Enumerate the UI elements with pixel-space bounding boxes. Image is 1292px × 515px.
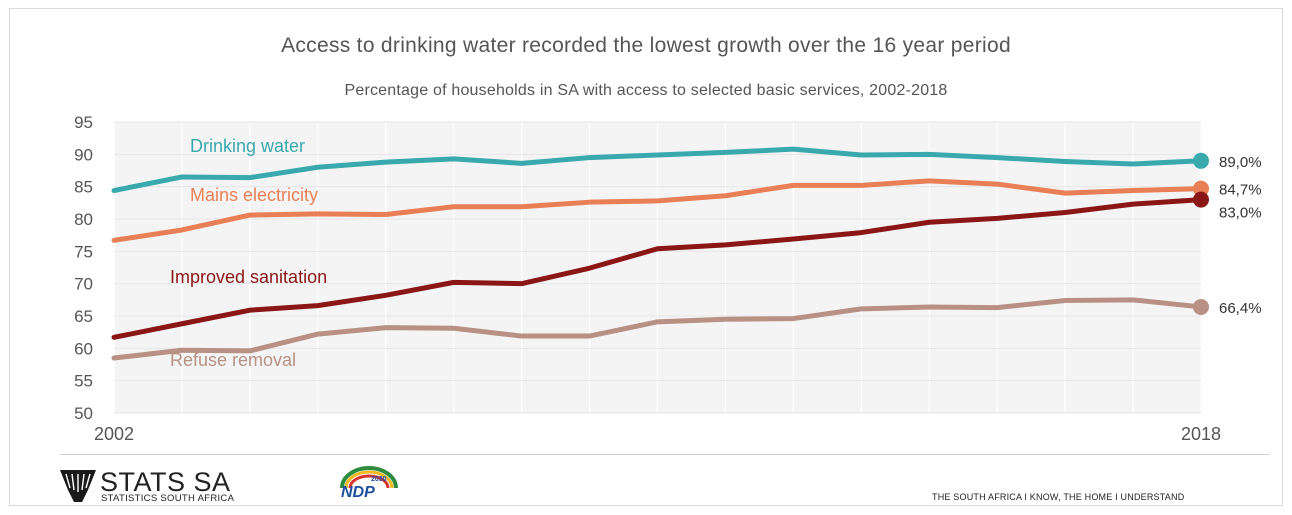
series-end-value-label: 66,4% [1219, 300, 1262, 317]
series-end-value-label: 83,0% [1219, 205, 1262, 222]
org-name: STATS SA [100, 467, 231, 497]
x-axis-ticks: 2002 2018 [94, 424, 1221, 444]
y-tick-label: 85 [74, 178, 93, 197]
series-name-label: Improved sanitation [170, 267, 327, 287]
series-end-point [1193, 152, 1209, 169]
series-end-value-label: 89,0% [1219, 154, 1262, 171]
y-tick-label: 55 [74, 372, 93, 391]
y-axis-ticks: 50 55 60 65 70 75 80 85 90 95 [74, 113, 93, 423]
series-end-point [1193, 180, 1209, 197]
grid-layer [113, 121, 1202, 414]
series-layer [111, 146, 1209, 361]
series-name-label: Refuse removal [170, 350, 296, 370]
x-tick-label-first: 2002 [94, 424, 134, 444]
y-tick-label: 80 [74, 210, 93, 229]
series-labels: Drinking water 89,0% Mains electricity 84,7… [170, 136, 1262, 370]
series-end-value-label: 84,7% [1219, 182, 1262, 199]
footer-tagline: THE SOUTH AFRICA I KNOW, THE HOME I UNDE… [932, 492, 1185, 502]
y-tick-label: 65 [74, 307, 93, 326]
org-subtitle: STATISTICS SOUTH AFRICA [101, 493, 235, 504]
y-tick-label: 50 [74, 404, 93, 423]
ndp-year: 2030 [371, 476, 387, 483]
chart-title: Access to drinking water recorded the lo… [281, 34, 1011, 57]
series-end-point [1193, 191, 1209, 208]
series-end-point [1193, 298, 1209, 315]
chart-subtitle: Percentage of households in SA with acce… [344, 82, 948, 99]
series-name-label: Drinking water [190, 136, 305, 156]
footer-divider [60, 454, 1270, 455]
series-name-label: Mains electricity [190, 185, 318, 205]
ndp-logo-icon [340, 466, 398, 489]
y-tick-label: 90 [74, 145, 93, 164]
y-tick-label: 60 [74, 339, 93, 358]
stats-sa-logo-icon [60, 470, 96, 502]
x-tick-label-last: 2018 [1181, 424, 1221, 444]
y-tick-label: 70 [74, 275, 93, 294]
ndp-label: NDP [341, 484, 375, 501]
y-tick-label: 75 [74, 242, 93, 261]
y-tick-label: 95 [74, 113, 93, 132]
